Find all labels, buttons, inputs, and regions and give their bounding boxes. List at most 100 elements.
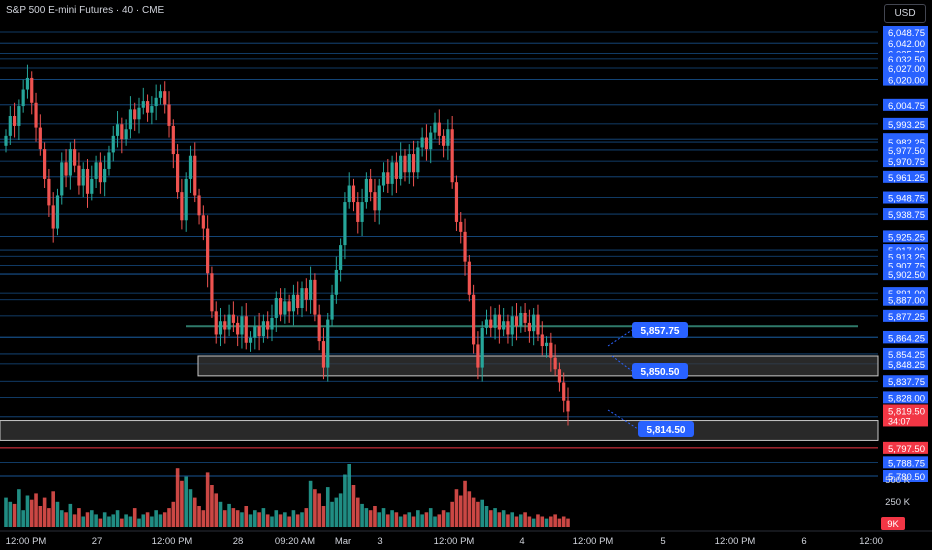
- volume-bar: [210, 485, 214, 527]
- candle: [394, 162, 398, 179]
- volume-bar: [227, 503, 231, 527]
- candle: [77, 165, 81, 186]
- price-axis-label: 5,902.50: [888, 270, 925, 281]
- price-axis-label-bg: [883, 391, 928, 404]
- candle: [145, 101, 150, 113]
- volume-bar: [398, 516, 403, 527]
- volume-bar: [325, 487, 330, 527]
- candle: [210, 273, 214, 312]
- volume-bar: [235, 510, 240, 527]
- volume-bar: [240, 512, 244, 527]
- candle: [188, 155, 193, 179]
- volume-bar: [124, 514, 128, 527]
- interval-label[interactable]: 40: [121, 5, 134, 16]
- candle: [85, 168, 90, 194]
- price-axis-label-bg: [883, 347, 928, 360]
- price-axis-label: 5,848.25: [888, 360, 925, 371]
- price-axis-label: 5,788.75: [888, 458, 925, 469]
- volume-bar: [111, 514, 116, 527]
- volume-bar: [72, 514, 77, 527]
- candle: [527, 322, 531, 332]
- volume-bar: [59, 510, 64, 527]
- candle: [523, 312, 527, 323]
- volume-bar: [433, 516, 437, 527]
- volume-bar: [497, 512, 502, 527]
- volume-bar: [81, 516, 86, 527]
- volume-bar: [454, 489, 459, 527]
- volume-bar: [403, 514, 407, 527]
- candle: [64, 162, 68, 176]
- candle: [240, 316, 244, 335]
- candle: [532, 314, 536, 332]
- volume-bar: [493, 508, 497, 527]
- volume-bar: [295, 514, 300, 527]
- volume-bar: [141, 514, 146, 527]
- x-tick-label: 12:00 PM: [152, 536, 193, 547]
- candle: [557, 369, 562, 383]
- volume-bar: [428, 508, 433, 527]
- candle: [544, 342, 549, 347]
- volume-bar: [197, 506, 201, 527]
- chart-header: S&P 500 E-mini Futures · 40 · CME: [6, 5, 165, 16]
- candle: [184, 178, 188, 221]
- volume-bar: [85, 512, 90, 527]
- volume-bar: [257, 512, 261, 527]
- volume-bar: [510, 512, 515, 527]
- volume-bar: [12, 503, 17, 527]
- volume-bar: [4, 497, 8, 527]
- candle: [343, 202, 347, 246]
- candle: [454, 182, 459, 222]
- price-axis-label: 5,780.50: [888, 472, 925, 483]
- candle: [236, 322, 240, 335]
- zone-upper: [197, 355, 879, 377]
- candle: [360, 202, 364, 222]
- volume-bar: [47, 508, 51, 527]
- candle: [424, 137, 429, 150]
- volume-bar: [201, 510, 206, 527]
- volume-bar: [64, 512, 68, 527]
- volume-bar: [42, 497, 47, 527]
- red-level-axis-label: 5,797.50: [888, 444, 925, 455]
- volume-bar: [231, 508, 236, 527]
- volume-bar: [29, 499, 34, 527]
- price-axis-label-bg: [883, 170, 928, 183]
- candle: [403, 155, 407, 173]
- price-axis-label-bg: [883, 117, 928, 130]
- price-axis-label: 5,970.75: [888, 157, 925, 168]
- price-axis-label-bg: [883, 52, 928, 65]
- candle: [124, 129, 128, 140]
- candle: [167, 104, 171, 126]
- volume-bar: [21, 510, 25, 527]
- candle: [484, 319, 489, 328]
- candle: [34, 102, 38, 128]
- currency-button[interactable]: USD: [884, 4, 926, 23]
- price-axis-label: 5,977.50: [888, 146, 925, 157]
- volume-bar: [407, 512, 412, 527]
- candle: [506, 321, 510, 335]
- candle: [381, 172, 386, 186]
- volume-bar: [390, 510, 394, 527]
- candle: [347, 185, 351, 203]
- candle: [433, 122, 437, 133]
- candle: [317, 314, 321, 342]
- price-axis-label: 5,864.25: [888, 333, 925, 344]
- volume-bar: [377, 512, 382, 527]
- price-axis-label: 6,027.00: [888, 64, 925, 75]
- candle: [536, 314, 540, 335]
- candle: [68, 149, 72, 176]
- volume-bar: [411, 516, 416, 527]
- candle: [386, 172, 390, 184]
- candle: [128, 109, 133, 130]
- volume-bar: [244, 506, 249, 527]
- volume-bar: [480, 499, 484, 527]
- candle: [493, 314, 497, 328]
- volume-bar: [34, 493, 38, 527]
- candle: [94, 162, 98, 179]
- candle: [180, 192, 184, 221]
- candle: [55, 195, 60, 229]
- callout-connector: [611, 355, 633, 372]
- volume-bar: [137, 518, 141, 527]
- candle: [562, 382, 566, 401]
- callout-label: 5,857.75: [641, 326, 680, 337]
